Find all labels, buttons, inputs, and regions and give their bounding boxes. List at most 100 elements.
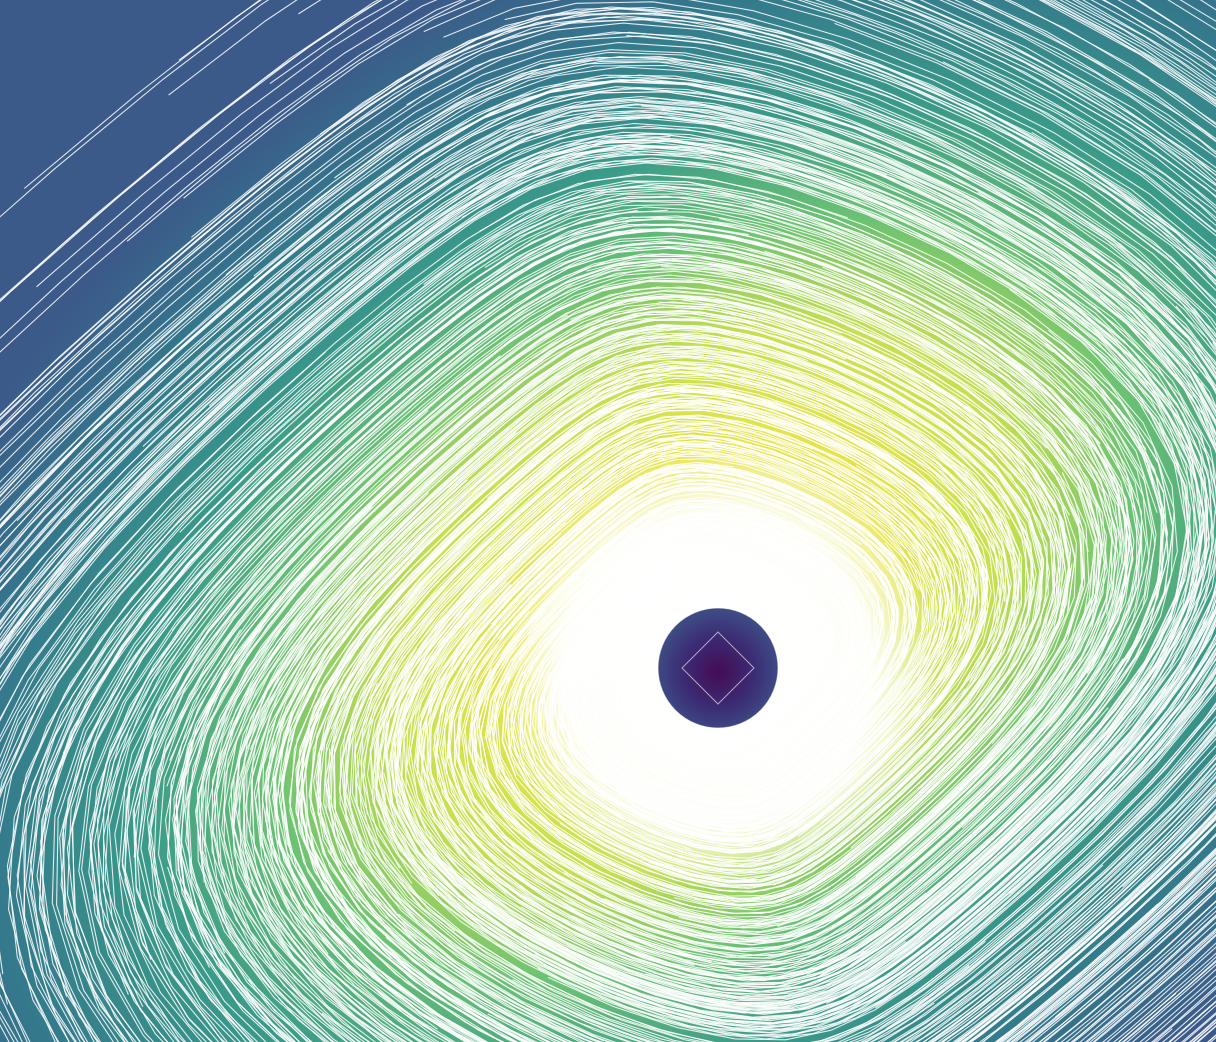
streamline bbox=[60, 242, 1119, 1042]
streamline bbox=[250, 0, 1216, 1042]
streamline bbox=[0, 189, 1162, 1042]
streamline bbox=[199, 327, 1017, 1042]
streamline bbox=[40, 230, 914, 1042]
streamline bbox=[171, 255, 1107, 929]
streamline bbox=[88, 366, 444, 1042]
streamline bbox=[140, 290, 842, 1042]
streamline bbox=[0, 195, 1158, 1005]
streamline bbox=[0, 95, 1199, 558]
streamline bbox=[0, 180, 1174, 970]
streamline bbox=[89, 259, 1082, 1042]
streamline bbox=[372, 342, 1216, 1033]
streamline bbox=[72, 247, 1113, 1042]
streamline bbox=[104, 269, 1063, 1042]
streamline bbox=[409, 306, 1216, 1000]
streamline bbox=[319, 400, 976, 1042]
streamline bbox=[550, 15, 1216, 1029]
streamline bbox=[277, 0, 1216, 1042]
streamline bbox=[237, 350, 1019, 1042]
streamline bbox=[365, 0, 1216, 1042]
streamline bbox=[186, 318, 1216, 1042]
streamline bbox=[339, 422, 1104, 1042]
streamline bbox=[324, 0, 1216, 1042]
streamline bbox=[0, 64, 1216, 815]
streamline bbox=[233, 347, 1216, 1042]
streamline bbox=[175, 311, 1055, 872]
streamline bbox=[97, 264, 1097, 1042]
streamline bbox=[0, 78, 1216, 1026]
streamline bbox=[150, 280, 1085, 915]
streamline bbox=[334, 763, 1216, 1042]
streamline bbox=[126, 409, 429, 1042]
streamline bbox=[24, 222, 629, 1042]
streamline bbox=[0, 200, 1157, 975]
streamline bbox=[269, 0, 1216, 888]
streamline bbox=[56, 237, 1122, 1042]
streamline bbox=[233, 427, 1216, 1042]
streamline bbox=[0, 74, 1216, 1028]
streamline bbox=[204, 329, 1216, 1042]
streamline bbox=[378, 0, 1216, 1042]
streamline bbox=[0, 145, 1204, 843]
streamline bbox=[8, 209, 668, 1042]
streamline bbox=[81, 255, 902, 1042]
streamline bbox=[338, 0, 1216, 1042]
streamline bbox=[376, 437, 1115, 1029]
streamline bbox=[479, 229, 1131, 943]
streamline bbox=[487, 0, 1216, 1042]
streamline bbox=[167, 306, 1216, 1042]
streamline bbox=[313, 0, 1216, 1042]
streamline bbox=[0, 12, 1216, 1011]
streamline bbox=[301, 390, 1216, 1042]
streamline bbox=[0, 127, 1216, 613]
streamline bbox=[0, 42, 1216, 468]
streamline bbox=[16, 150, 1199, 986]
streamline bbox=[1161, 994, 1216, 1042]
streamline bbox=[0, 22, 1216, 1042]
streamline bbox=[169, 301, 1066, 903]
streamline bbox=[207, 332, 1216, 1042]
streamline bbox=[490, 299, 1067, 903]
streamline bbox=[0, 148, 1202, 976]
streamline bbox=[225, 56, 1216, 1023]
streamline bbox=[423, 183, 1169, 968]
streamline bbox=[274, 377, 1216, 1042]
streamline bbox=[334, 49, 1216, 1041]
streamline bbox=[223, 492, 1216, 1042]
streamline bbox=[0, 98, 1216, 1015]
streamline bbox=[342, 1, 1216, 1042]
streamline bbox=[173, 310, 1216, 1042]
streamline bbox=[0, 86, 1216, 1022]
streamline bbox=[0, 185, 1147, 1042]
streamline bbox=[228, 345, 1216, 1042]
streamline bbox=[137, 314, 568, 1042]
streamline bbox=[114, 274, 1089, 1042]
streamline bbox=[16, 87, 1216, 1021]
vortex-core bbox=[657, 607, 779, 729]
streamline bbox=[272, 0, 1216, 1042]
streamline bbox=[0, 35, 1216, 1042]
streamline bbox=[242, 374, 1216, 1042]
streamline bbox=[295, 0, 1216, 1042]
streamline bbox=[0, 135, 1213, 661]
streamline bbox=[30, 224, 1135, 1042]
streamline bbox=[198, 325, 1216, 1042]
streamline bbox=[0, 144, 1205, 990]
streamline bbox=[301, 533, 1216, 1042]
streamline bbox=[0, 103, 1216, 1012]
streamline bbox=[124, 280, 1083, 949]
streamline bbox=[476, 471, 1090, 918]
streamline bbox=[403, 521, 1021, 1000]
streamline bbox=[281, 377, 1159, 1042]
streamline bbox=[261, 0, 1216, 1042]
streamline bbox=[133, 286, 1070, 1042]
streamline bbox=[304, 101, 1216, 1013]
streamline bbox=[274, 0, 1216, 1042]
streamline bbox=[280, 378, 1039, 1042]
streamline bbox=[174, 539, 1216, 1042]
streamline bbox=[308, 394, 1027, 1042]
streamline bbox=[275, 374, 1216, 1042]
streamline bbox=[0, 109, 1216, 1008]
